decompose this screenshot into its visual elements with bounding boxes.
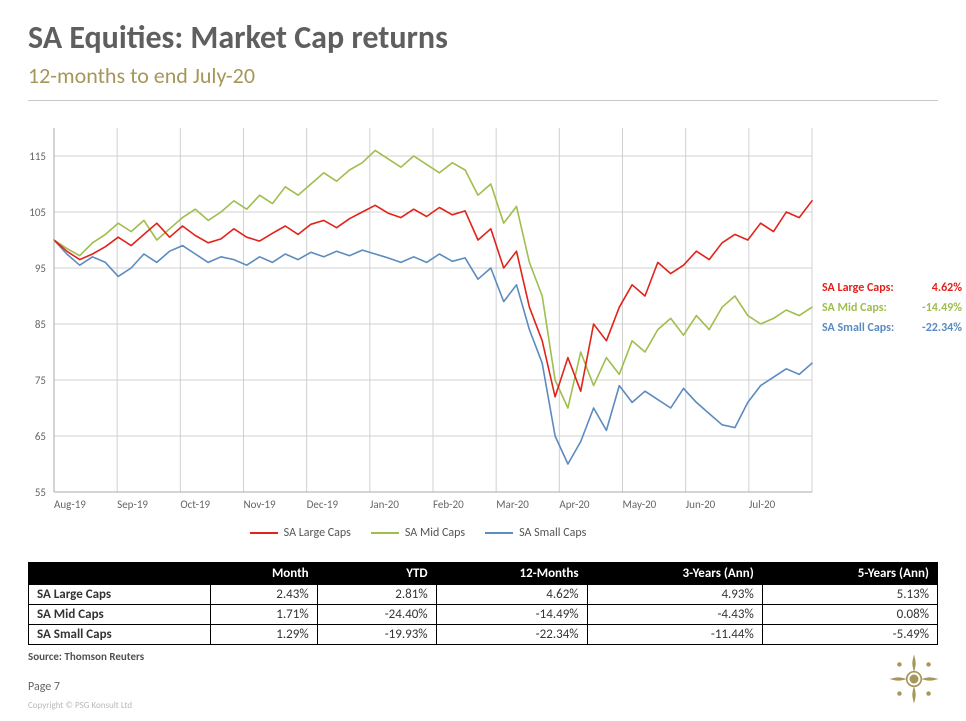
divider — [28, 100, 938, 101]
page-subtitle: 12-months to end July-20 — [28, 62, 255, 89]
page-title: SA Equities: Market Cap returns — [28, 18, 448, 57]
svg-text:Jan-20: Jan-20 — [370, 498, 399, 511]
table-cell: -14.49% — [436, 605, 587, 625]
legend-right-value: -14.49% — [922, 298, 962, 318]
table-row: SA Large Caps2.43%2.81%4.62%4.93%5.13% — [29, 585, 938, 605]
svg-text:95: 95 — [35, 262, 46, 275]
legend-right-label: SA Large Caps: — [822, 278, 894, 298]
source-label: Source: Thomson Reuters — [28, 650, 144, 663]
legend-swatch — [250, 532, 278, 534]
chart-legend-bottom: SA Large Caps SA Mid Caps SA Small Caps — [18, 524, 818, 540]
legend-right-value: -22.34% — [922, 318, 962, 338]
table-cell: 1.71% — [211, 605, 318, 625]
slide: SA Equities: Market Cap returns 12-month… — [0, 0, 966, 721]
returns-line-chart: 55 65 75 85 95 105 115 Aug-19 Sep-19 Oct-19 Nov-19… — [18, 120, 818, 540]
table-cell: 1.29% — [211, 625, 318, 645]
svg-text:65: 65 — [35, 430, 46, 443]
svg-text:May-20: May-20 — [623, 498, 657, 511]
table-row: SA Small Caps1.29%-19.93%-22.34%-11.44%-… — [29, 625, 938, 645]
table-cell: 0.08% — [762, 605, 937, 625]
svg-text:105: 105 — [29, 206, 46, 219]
brand-logo-icon — [886, 651, 942, 707]
legend-item: SA Small Caps — [485, 526, 586, 540]
table-header-cell: 3-Years (Ann) — [587, 563, 762, 585]
svg-text:Oct-19: Oct-19 — [180, 498, 210, 511]
table-cell: 2.81% — [317, 585, 436, 605]
legend-right-row: SA Mid Caps: -14.49% — [822, 298, 962, 318]
table-cell: -19.93% — [317, 625, 436, 645]
legend-right-value: 4.62% — [932, 278, 962, 298]
svg-text:Dec-19: Dec-19 — [307, 498, 339, 511]
legend-label: SA Large Caps — [284, 526, 351, 540]
legend-swatch — [485, 532, 513, 534]
table-cell: -11.44% — [587, 625, 762, 645]
svg-text:115: 115 — [29, 150, 46, 163]
svg-text:85: 85 — [35, 318, 46, 331]
table-cell: 4.62% — [436, 585, 587, 605]
svg-text:Feb-20: Feb-20 — [433, 498, 464, 511]
table-cell: -24.40% — [317, 605, 436, 625]
table-header-cell: Month — [211, 563, 318, 585]
table-rowhead-cell: SA Mid Caps — [29, 605, 211, 625]
chart-svg: 55 65 75 85 95 105 115 Aug-19 Sep-19 Oct-19 Nov-19… — [18, 120, 818, 520]
svg-text:55: 55 — [35, 486, 46, 499]
svg-text:Nov-19: Nov-19 — [244, 498, 277, 511]
table-cell: 2.43% — [211, 585, 318, 605]
legend-right-row: SA Small Caps: -22.34% — [822, 318, 962, 338]
legend-item: SA Mid Caps — [371, 526, 465, 540]
svg-text:Sep-19: Sep-19 — [117, 498, 148, 511]
legend-label: SA Small Caps — [519, 526, 586, 540]
table-cell: 5.13% — [762, 585, 937, 605]
svg-text:Apr-20: Apr-20 — [559, 498, 590, 511]
svg-text:75: 75 — [35, 374, 46, 387]
table-header-cell — [29, 563, 211, 585]
svg-text:Jun-20: Jun-20 — [686, 498, 716, 511]
svg-text:Jul-20: Jul-20 — [749, 498, 776, 511]
table-cell: 4.93% — [587, 585, 762, 605]
table-cell: -4.43% — [587, 605, 762, 625]
table-header-cell: 5-Years (Ann) — [762, 563, 937, 585]
table-header-cell: 12-Months — [436, 563, 587, 585]
chart-legend-right: SA Large Caps:4.62%SA Mid Caps:-14.49%SA… — [822, 278, 962, 338]
copyright-label: Copyright © PSG Konsult Ltd — [28, 700, 132, 711]
svg-text:Aug-19: Aug-19 — [54, 498, 86, 511]
table-cell: -22.34% — [436, 625, 587, 645]
table-rowhead-cell: SA Small Caps — [29, 625, 211, 645]
legend-right-label: SA Small Caps: — [822, 318, 894, 338]
table-row: SA Mid Caps1.71%-24.40%-14.49%-4.43%0.08… — [29, 605, 938, 625]
table-cell: -5.49% — [762, 625, 937, 645]
svg-text:Mar-20: Mar-20 — [496, 498, 529, 511]
legend-swatch — [371, 532, 399, 534]
legend-item: SA Large Caps — [250, 526, 351, 540]
returns-table: MonthYTD12-Months3-Years (Ann)5-Years (A… — [28, 562, 938, 645]
page-number: Page 7 — [28, 680, 60, 694]
legend-right-row: SA Large Caps: 4.62% — [822, 278, 962, 298]
table-header-cell: YTD — [317, 563, 436, 585]
legend-right-label: SA Mid Caps: — [822, 298, 887, 318]
legend-label: SA Mid Caps — [405, 526, 465, 540]
table-rowhead-cell: SA Large Caps — [29, 585, 211, 605]
